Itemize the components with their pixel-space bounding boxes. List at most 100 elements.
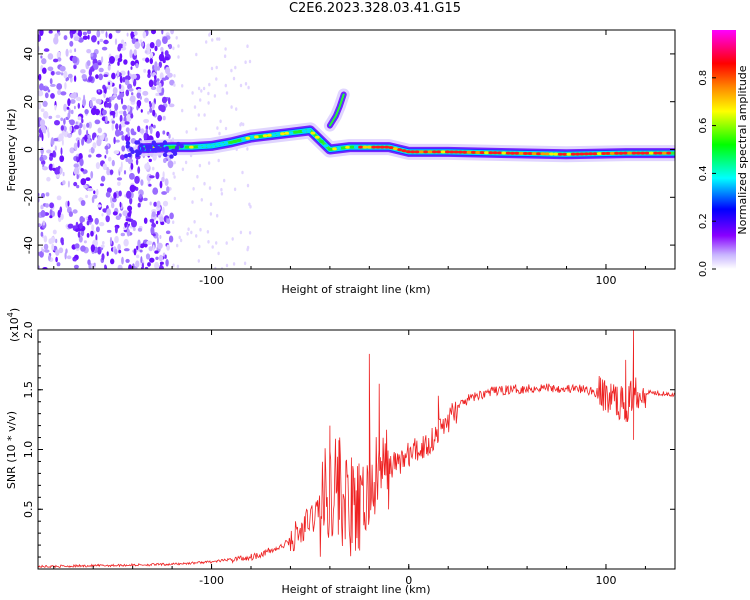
noise-blob: [162, 130, 166, 135]
noise-blob: [87, 187, 94, 192]
noise-blob: [149, 107, 153, 113]
noise-blob: [154, 261, 160, 269]
noise-blob: [67, 133, 72, 139]
noise-blob: [165, 230, 171, 235]
noise-blob: [168, 235, 174, 243]
noise-blob: [203, 181, 206, 186]
noise-blob: [86, 30, 92, 35]
noise-blob: [103, 74, 108, 78]
noise-blob: [148, 183, 152, 187]
noise-blob: [196, 174, 199, 179]
signal-core: [340, 146, 346, 150]
snr-panel: -100 0 100 0.5 1.0 1.5 2.0 Height of straight …: [5, 308, 676, 596]
noise-blob: [73, 142, 78, 151]
noise-blob: [75, 137, 81, 142]
noise-blob: [42, 67, 47, 74]
noise-blob: [83, 94, 86, 102]
noise-blob: [86, 129, 89, 137]
noise-blob: [197, 259, 200, 263]
noise-blob: [109, 56, 115, 64]
noise-blob: [118, 190, 122, 197]
signal-core: [514, 151, 520, 155]
noise-blob: [176, 243, 179, 248]
signal-core: [362, 145, 368, 149]
noise-blob: [151, 30, 156, 35]
heatmap-x-axis-label: Height of straight line (km): [281, 283, 430, 296]
noise-blob: [123, 43, 127, 47]
noise-blob: [216, 37, 219, 41]
noise-blob: [85, 194, 89, 199]
noise-blob: [58, 247, 64, 254]
noise-blob: [152, 109, 156, 117]
noise-blob: [50, 83, 56, 87]
signal-core: [297, 130, 303, 134]
signal-core: [432, 150, 437, 154]
noise-blob: [105, 149, 109, 155]
noise-blob: [38, 34, 42, 42]
noise-blob: [193, 220, 196, 224]
noise-blob: [132, 227, 136, 232]
noise-blob: [162, 36, 168, 44]
colorbar-label: Normalized spectral amplitude: [736, 65, 749, 234]
noise-blob: [121, 39, 125, 45]
noise-blob: [117, 243, 121, 251]
noise-blob: [101, 253, 105, 261]
noise-blob: [181, 84, 184, 88]
noise-blob: [162, 171, 165, 179]
noise-blob: [95, 153, 102, 158]
noise-blob: [241, 170, 244, 175]
noise-blob: [88, 149, 91, 153]
noise-blob: [168, 133, 171, 139]
noise-blob: [247, 85, 250, 90]
colorbar-tick-label: 0.0: [698, 261, 709, 277]
noise-blob: [137, 166, 141, 174]
noise-blob: [114, 129, 121, 137]
noise-blob: [166, 218, 171, 225]
noise-blob: [105, 31, 108, 38]
signal-core: [323, 144, 329, 148]
noise-blob: [90, 244, 96, 253]
noise-blob: [43, 48, 50, 52]
signal-core: [189, 145, 194, 149]
snr-x-axis-label: Height of straight line (km): [281, 583, 430, 596]
signal-core: [414, 150, 420, 154]
noise-blob: [64, 82, 67, 90]
signal-core: [393, 147, 398, 151]
noise-blob: [215, 77, 218, 81]
noise-blob: [142, 31, 147, 39]
noise-blob: [93, 262, 96, 267]
noise-blob: [100, 175, 106, 182]
noise-blob: [99, 38, 104, 43]
noise-blob: [74, 243, 80, 249]
noise-blob: [208, 33, 211, 37]
noise-blob: [111, 159, 115, 167]
noise-blob: [105, 215, 110, 223]
noise-blob: [70, 109, 74, 115]
noise-blob: [79, 216, 84, 223]
noise-blob: [209, 202, 213, 206]
noise-blob: [111, 120, 115, 124]
signal-dot: [151, 148, 156, 153]
noise-blob: [65, 78, 68, 82]
noise-blob: [159, 216, 164, 222]
noise-blob: [134, 175, 140, 184]
signal-dot: [159, 142, 164, 148]
noise-blob: [46, 149, 52, 154]
noise-blob: [146, 240, 153, 245]
heatmap-y-tick-label: 40: [22, 47, 35, 61]
noise-blob: [79, 158, 84, 167]
signal-core: [666, 151, 672, 155]
noise-blob: [239, 83, 243, 88]
noise-blob: [215, 241, 218, 245]
noise-blob: [113, 192, 117, 199]
signal-core: [202, 144, 207, 148]
noise-blob: [107, 65, 111, 71]
noise-blob: [246, 147, 249, 151]
noise-blob: [55, 174, 61, 178]
noise-blob: [91, 196, 95, 204]
signal-core: [553, 152, 559, 156]
noise-blob: [106, 168, 111, 176]
noise-blob: [156, 236, 159, 245]
noise-blob: [122, 76, 126, 83]
noise-blob: [77, 116, 82, 121]
